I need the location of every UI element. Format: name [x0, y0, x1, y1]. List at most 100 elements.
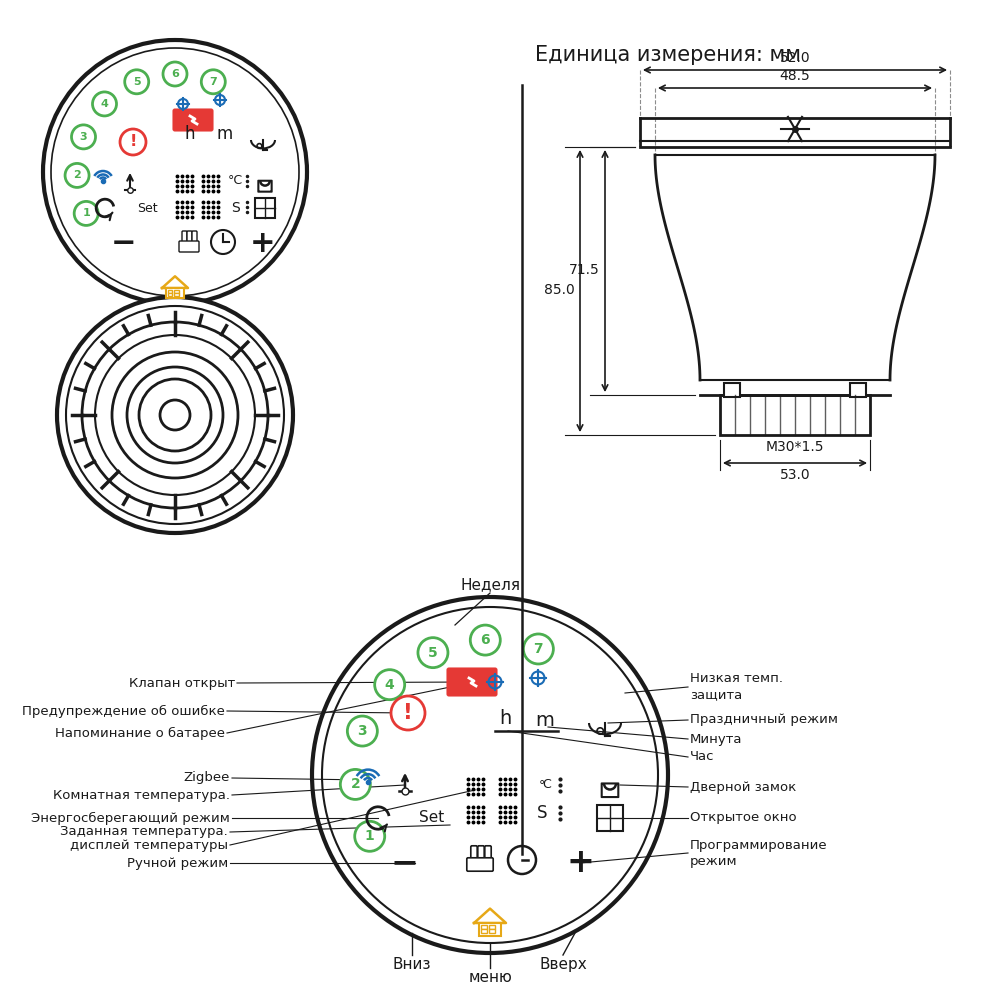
Text: 5: 5 — [133, 77, 140, 87]
Text: 3: 3 — [80, 132, 87, 142]
Text: 4: 4 — [100, 99, 108, 109]
Text: 3: 3 — [357, 724, 367, 738]
FancyBboxPatch shape — [258, 181, 271, 191]
Text: Энергосберегающий режим: Энергосберегающий режим — [31, 812, 230, 825]
FancyBboxPatch shape — [192, 231, 197, 247]
Text: Set: Set — [137, 201, 157, 214]
Text: Вниз: Вниз — [392, 957, 431, 972]
Text: 6: 6 — [171, 69, 179, 79]
FancyBboxPatch shape — [470, 846, 477, 866]
Text: 6: 6 — [480, 633, 490, 647]
Text: C: C — [543, 779, 552, 792]
Circle shape — [508, 846, 536, 874]
FancyBboxPatch shape — [173, 109, 212, 130]
Text: h: h — [185, 125, 195, 143]
Circle shape — [211, 230, 235, 254]
Bar — [174, 290, 179, 292]
Text: 7: 7 — [209, 77, 217, 87]
Text: Минута: Минута — [690, 733, 743, 746]
Bar — [174, 293, 179, 296]
Text: 2: 2 — [73, 170, 81, 180]
Text: 4: 4 — [384, 678, 394, 692]
FancyBboxPatch shape — [466, 858, 493, 871]
FancyBboxPatch shape — [447, 669, 496, 696]
Bar — [720, 395, 870, 435]
Text: Ручной режим: Ручной режим — [127, 857, 228, 870]
Text: Напоминание о батарее: Напоминание о батарее — [55, 727, 225, 740]
Bar — [481, 929, 486, 933]
Text: 85.0: 85.0 — [545, 283, 575, 297]
Text: m: m — [217, 125, 233, 143]
FancyBboxPatch shape — [182, 231, 187, 247]
Text: h: h — [498, 709, 512, 728]
Circle shape — [57, 297, 293, 533]
Text: −: − — [391, 847, 419, 880]
Text: Открытое окно: Открытое окно — [690, 812, 797, 825]
Bar — [166, 288, 184, 298]
Circle shape — [139, 379, 211, 451]
Text: Предупреждение об ошибке: Предупреждение об ошибке — [22, 705, 225, 718]
Circle shape — [312, 597, 668, 953]
Text: Вверх: Вверх — [540, 957, 587, 972]
Text: +: + — [566, 847, 594, 880]
Text: Set: Set — [419, 810, 444, 825]
FancyBboxPatch shape — [187, 231, 192, 247]
Bar — [724, 383, 740, 397]
Circle shape — [125, 70, 149, 94]
Text: Комнатная температура.: Комнатная температура. — [53, 789, 230, 802]
Circle shape — [112, 352, 238, 478]
Text: 52.0: 52.0 — [780, 51, 811, 65]
Bar — [255, 198, 275, 218]
Circle shape — [71, 125, 95, 149]
Text: Дверной замок: Дверной замок — [690, 781, 796, 794]
Circle shape — [201, 70, 225, 94]
Text: +: + — [250, 229, 276, 258]
Circle shape — [163, 62, 187, 86]
Text: Клапан открыт: Клапан открыт — [129, 677, 235, 690]
Circle shape — [418, 638, 447, 668]
Circle shape — [43, 40, 307, 304]
Text: °: ° — [539, 779, 546, 792]
Text: Заданная температура.: Заданная температура. — [60, 826, 228, 839]
Text: 53.0: 53.0 — [780, 468, 811, 482]
Circle shape — [120, 129, 146, 155]
Text: °C: °C — [227, 173, 242, 186]
Bar — [478, 923, 502, 936]
Text: m: m — [536, 711, 555, 730]
Bar — [168, 293, 172, 296]
Text: 5: 5 — [428, 646, 437, 660]
Text: Низкая темп.
защита: Низкая темп. защита — [690, 673, 783, 702]
Circle shape — [347, 716, 377, 746]
Circle shape — [340, 770, 370, 800]
Text: Праздничный режим: Праздничный режим — [690, 714, 838, 727]
FancyBboxPatch shape — [477, 846, 484, 866]
Bar — [489, 925, 494, 929]
Text: !: ! — [129, 134, 137, 149]
Text: M30*1.5: M30*1.5 — [766, 440, 824, 454]
Text: S: S — [537, 804, 548, 822]
Bar — [168, 290, 172, 292]
FancyBboxPatch shape — [179, 241, 199, 252]
FancyBboxPatch shape — [484, 846, 491, 866]
Bar — [481, 925, 486, 929]
Text: 2: 2 — [350, 778, 360, 792]
Circle shape — [65, 163, 89, 187]
Circle shape — [524, 634, 554, 664]
Circle shape — [92, 92, 116, 116]
Text: 7: 7 — [534, 642, 544, 656]
Circle shape — [374, 670, 404, 700]
Text: S: S — [230, 201, 239, 215]
Circle shape — [391, 696, 425, 730]
Bar — [597, 805, 623, 831]
Bar — [489, 929, 494, 933]
Text: !: ! — [403, 703, 412, 723]
Text: меню: меню — [468, 970, 512, 985]
Text: 48.5: 48.5 — [780, 69, 811, 83]
Circle shape — [127, 367, 223, 463]
Text: 71.5: 71.5 — [570, 263, 600, 277]
Text: Zigbee: Zigbee — [183, 772, 230, 785]
Circle shape — [470, 625, 500, 655]
Circle shape — [160, 400, 190, 430]
Text: Программирование
режим: Программирование режим — [690, 839, 828, 868]
Text: 1: 1 — [364, 829, 374, 843]
